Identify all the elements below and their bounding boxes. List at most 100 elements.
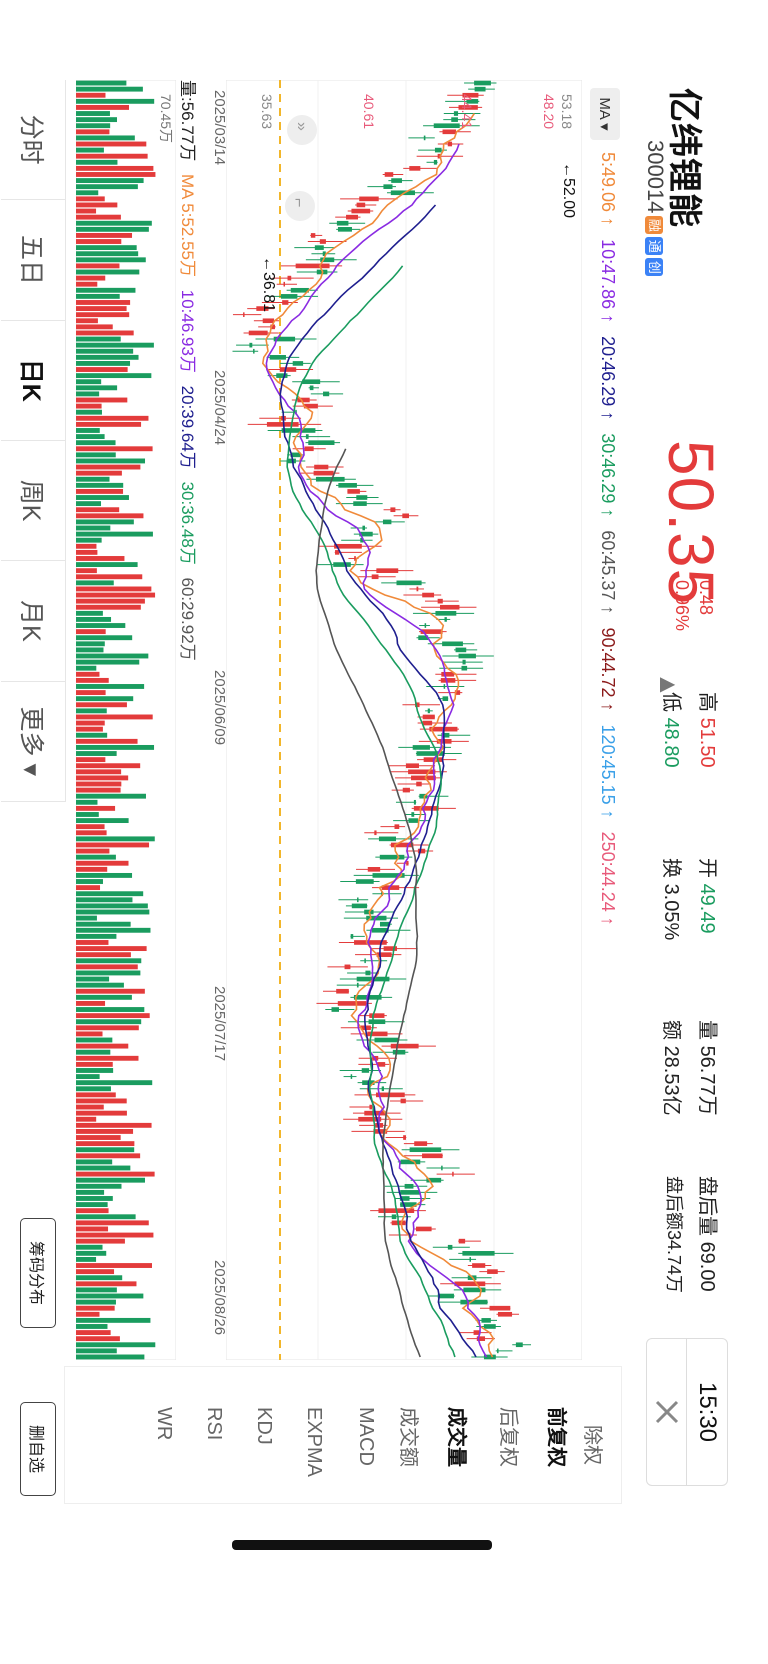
candle-body	[351, 208, 371, 214]
forward-adjust-option[interactable]: 前复权	[545, 1407, 567, 1467]
volume-bar	[76, 915, 97, 921]
crosshair-handle[interactable]: ⌐	[285, 191, 315, 221]
candle-body	[437, 1293, 454, 1299]
remove-watchlist-button[interactable]: 删自选	[20, 1402, 56, 1496]
volume-bar	[76, 940, 109, 945]
volume-bar	[76, 269, 140, 275]
tab-more[interactable]: 更多 ▾	[1, 681, 65, 802]
volume-bar	[76, 397, 128, 403]
ma-selector[interactable]: MA ▾	[590, 88, 620, 140]
ma90: 90:44.72 ↑	[598, 627, 618, 712]
candle-body	[418, 635, 429, 641]
volume-bar	[76, 1336, 120, 1342]
candle-body	[515, 1342, 523, 1348]
candle-body	[414, 1141, 428, 1146]
amount-option[interactable]: 成交额	[397, 1407, 419, 1467]
tab-daily-k[interactable]: 日K	[1, 320, 65, 441]
volume-bar	[76, 306, 127, 312]
ma-line	[261, 113, 495, 1358]
volume-bar	[76, 623, 126, 628]
kdj-option[interactable]: KDJ	[253, 1407, 275, 1445]
volume-bar	[76, 135, 135, 141]
ma60: 60:45.37 ↑	[598, 530, 618, 615]
candle-body	[266, 422, 299, 427]
close-button[interactable]	[647, 1339, 687, 1485]
volume-bar	[76, 653, 149, 659]
ma250: 250:44.24 ↑	[598, 831, 618, 926]
candle-body	[359, 531, 373, 537]
volume-bar	[76, 818, 129, 824]
candle-body	[413, 806, 439, 811]
candle-body	[304, 446, 314, 452]
kline-chart[interactable]: 53.18 48.20 44.41 40.61 35.63 ←52.00 ←36…	[226, 80, 582, 1360]
candle-body	[409, 1147, 442, 1153]
candle-body	[381, 1086, 385, 1092]
candle-body	[338, 483, 357, 488]
volume-bar	[76, 604, 141, 610]
candle-body	[357, 897, 359, 903]
tab-weekly-k[interactable]: 周K	[1, 440, 65, 562]
volume-bar	[76, 574, 143, 580]
candle-body	[287, 458, 296, 464]
candle-body	[353, 501, 367, 506]
volume-bar	[76, 1141, 135, 1147]
volume-bar	[76, 458, 146, 464]
candle-body	[390, 507, 396, 513]
volume-bar	[76, 1025, 139, 1031]
volume-bar	[76, 1074, 100, 1080]
candle-body	[404, 1183, 414, 1189]
volume-bar	[76, 440, 116, 446]
volume-option[interactable]: 成交量	[445, 1407, 467, 1467]
tab-monthly-k[interactable]: 月K	[1, 561, 65, 682]
volume-bar	[76, 214, 121, 220]
collapse-handle[interactable]: »	[287, 115, 317, 145]
candle-body	[458, 1238, 466, 1244]
volume-bar	[76, 757, 106, 763]
volume-bar	[76, 220, 152, 226]
ma-line	[315, 448, 421, 1358]
volume-bar	[76, 1159, 113, 1165]
volume-bar	[76, 476, 110, 482]
backward-adjust-option[interactable]: 后复权	[497, 1407, 519, 1467]
market-time: 15:30	[686, 1339, 727, 1485]
rsi-option[interactable]: RSI	[203, 1407, 225, 1441]
candle-body	[440, 604, 460, 610]
candle-body	[362, 525, 365, 531]
candle-body	[396, 580, 422, 586]
candle-body	[442, 129, 457, 135]
low-label: 低	[660, 692, 682, 712]
amount-stat: 额 28.53亿	[659, 1020, 688, 1116]
y-tick-bottom: 35.63	[259, 94, 275, 129]
volume-bar	[76, 1293, 144, 1299]
volume-bar	[76, 367, 128, 372]
candle-body	[336, 220, 349, 226]
candle-body	[444, 617, 447, 622]
high-stat: 高 51.50	[695, 692, 724, 768]
wr-option[interactable]: WR	[153, 1407, 175, 1441]
ex-rights-option[interactable]: 除权	[581, 1425, 603, 1465]
volume-chart[interactable]	[76, 80, 176, 1360]
volume-bar	[76, 1055, 139, 1061]
candle-body	[282, 300, 289, 305]
candle-body	[335, 550, 340, 555]
volume-bar	[76, 952, 131, 958]
volume-bar	[76, 1214, 136, 1220]
chip-distribution-button[interactable]: 筹码分布	[20, 1218, 56, 1328]
tab-five-day[interactable]: 五日	[1, 200, 65, 321]
volume-bar	[76, 738, 138, 744]
candle-body	[455, 647, 467, 653]
expma-option[interactable]: EXPMA	[303, 1407, 325, 1478]
candle-body	[376, 568, 399, 573]
volume-bar	[76, 720, 105, 726]
connect-badge: 通	[644, 237, 663, 256]
candle-body	[383, 184, 393, 189]
volume-bar	[76, 348, 134, 354]
candle-body	[310, 233, 316, 238]
volume-bar	[76, 1281, 137, 1287]
candle-body	[427, 708, 430, 714]
volume-bar	[76, 958, 142, 964]
volume-bar	[76, 1317, 151, 1323]
volume-bar	[76, 446, 153, 452]
macd-option[interactable]: MACD	[355, 1407, 377, 1466]
tab-timeshare[interactable]: 分时	[1, 80, 65, 201]
